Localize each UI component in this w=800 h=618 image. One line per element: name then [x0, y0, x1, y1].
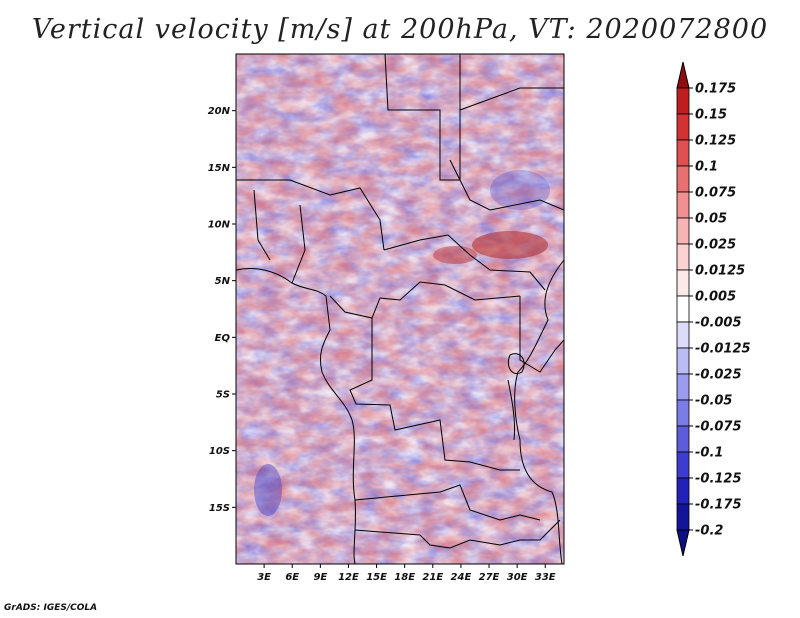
border — [253, 189, 271, 261]
colorbar-segment — [676, 347, 690, 375]
colorbar-segment — [676, 399, 690, 427]
lat-tick-label: 10S — [209, 446, 230, 457]
lat-tick-label: 5S — [216, 390, 230, 401]
boundaries — [236, 54, 564, 564]
coastline — [236, 268, 356, 564]
latitude-axis: 20N 15N 10N 5N EQ 5S 10S 15S — [208, 106, 236, 514]
border — [354, 484, 541, 521]
map-frame — [235, 53, 565, 565]
colorbar-segment — [676, 269, 690, 297]
lon-tick-label: 30E — [507, 572, 528, 583]
colorbar-label: -0.0125 — [695, 342, 751, 357]
strong-descent-area — [490, 170, 550, 210]
lon-tick-label: 24E — [451, 572, 472, 583]
colorbar-segment — [676, 191, 690, 219]
colorbar-segment — [676, 295, 690, 323]
colorbar-label: 0.005 — [695, 290, 736, 305]
colorbar-label: -0.1 — [695, 446, 723, 461]
colorbar-segment — [676, 113, 690, 141]
colorbar-label: -0.05 — [695, 394, 732, 409]
colorbar-label: 0.0125 — [695, 264, 745, 279]
border — [519, 296, 564, 373]
strong-ascent-area — [472, 231, 548, 259]
border — [449, 159, 564, 211]
lat-tick-label: 20N — [208, 106, 231, 117]
colorbar-segment — [676, 477, 690, 505]
border — [349, 318, 520, 471]
border — [291, 204, 306, 284]
colorbar-segment — [676, 243, 690, 271]
colorbar-label: -0.2 — [695, 524, 723, 539]
lon-tick-label: 15E — [366, 572, 387, 583]
colorbar-segment — [676, 503, 690, 531]
colorbar-top-cap — [676, 61, 690, 89]
colorbar-label: 0.15 — [695, 108, 727, 123]
colorbar-bottom-cap — [676, 529, 690, 557]
colorbar-segment — [676, 165, 690, 193]
colorbar-label: -0.175 — [695, 498, 742, 513]
colorbar-segment — [676, 451, 690, 479]
colorbar-label: 0.1 — [695, 160, 718, 175]
lon-tick-label: 18E — [394, 572, 415, 583]
grads-credit: GrADS: IGES/COLA — [4, 603, 98, 613]
colorbar-label: -0.025 — [695, 368, 742, 383]
lat-tick-label: 15N — [208, 163, 231, 174]
lon-tick-label: 33E — [535, 572, 556, 583]
lon-tick-label: 12E — [338, 572, 359, 583]
colorbar-segment — [676, 321, 690, 349]
border — [384, 54, 461, 181]
colorbar-label: 0.175 — [695, 82, 736, 97]
strong-descent-area — [254, 464, 282, 516]
colorbar-label: 0.025 — [695, 238, 736, 253]
velocity-field — [236, 54, 564, 564]
lat-tick-label: 10N — [208, 220, 231, 231]
colorbar-segment — [676, 373, 690, 401]
colorbar-segment — [676, 87, 690, 115]
lon-tick-label: 6E — [285, 572, 299, 583]
lake-tanganyika — [507, 379, 515, 441]
border — [459, 87, 564, 111]
border — [329, 281, 521, 319]
border — [383, 234, 546, 291]
colorbar-label: 0.05 — [695, 212, 727, 227]
map-title: Vertical velocity [m/s] at 200hPa, VT: 2… — [31, 14, 769, 45]
colorbar-label: -0.005 — [695, 316, 742, 331]
lon-tick-label: 3E — [257, 572, 271, 583]
border — [236, 179, 385, 251]
border — [354, 519, 561, 549]
colorbar-label: -0.125 — [695, 472, 742, 487]
coastline — [514, 259, 564, 564]
lake-victoria — [507, 353, 525, 374]
colorbar-segment — [676, 425, 690, 453]
longitude-axis: 3E 6E 9E 12E 15E 18E 21E 24E 27E 30E 33E — [257, 564, 556, 583]
colorbar-segment — [676, 139, 690, 167]
colorbar: 0.175 0.15 0.125 0.1 0.075 0.05 0.025 0.0125 0.0… — [676, 61, 751, 557]
colorbar-label: 0.125 — [695, 134, 736, 149]
strong-ascent-area — [433, 246, 477, 264]
lon-tick-label: 21E — [422, 572, 443, 583]
lat-tick-label: 15S — [209, 503, 230, 514]
colorbar-label: -0.075 — [695, 420, 742, 435]
lon-tick-label: 27E — [479, 572, 500, 583]
lat-tick-label: EQ — [215, 333, 231, 344]
colorbar-label: 0.075 — [695, 186, 736, 201]
lon-tick-label: 9E — [313, 572, 327, 583]
colorbar-segment — [676, 217, 690, 245]
lat-tick-label: 5N — [215, 276, 231, 287]
